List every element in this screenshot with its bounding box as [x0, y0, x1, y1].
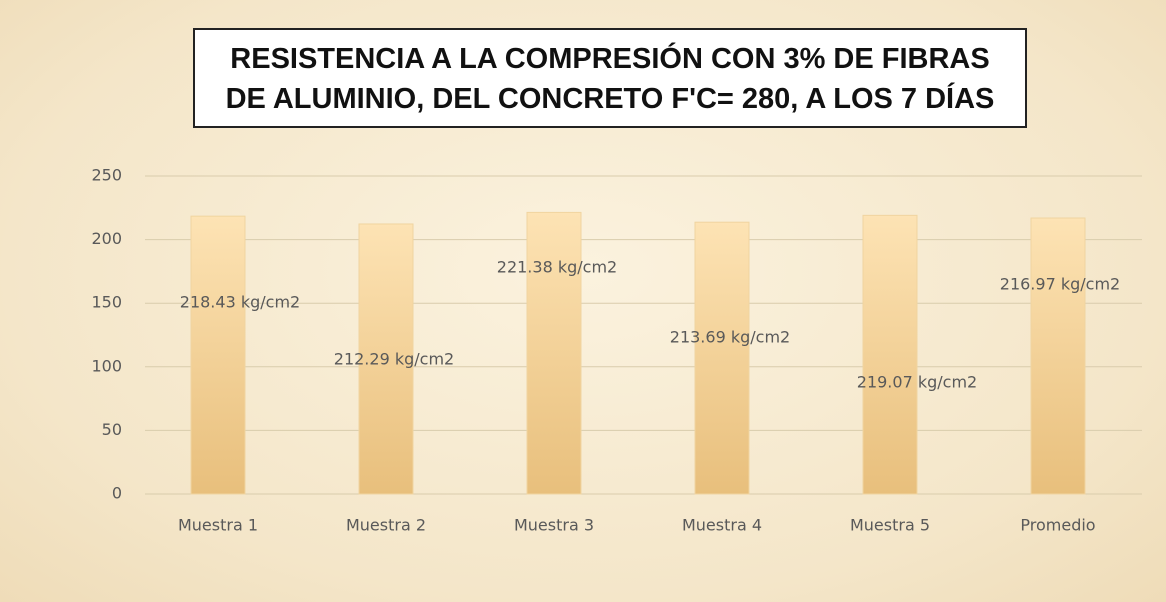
y-tick-label: 250 — [91, 166, 122, 185]
bar — [358, 223, 414, 495]
y-tick-label: 100 — [91, 356, 122, 375]
data-label: 218.43 kg/cm2 — [180, 293, 300, 312]
x-tick-label: Muestra 1 — [178, 516, 258, 535]
bar — [694, 221, 750, 495]
data-label: 221.38 kg/cm2 — [497, 258, 617, 277]
x-tick-label: Muestra 5 — [850, 516, 930, 535]
chart-title: RESISTENCIA A LA COMPRESIÓN CON 3% DE FI… — [193, 28, 1027, 128]
x-tick-label: Promedio — [1020, 516, 1095, 535]
y-tick-label: 0 — [112, 484, 122, 503]
y-tick-label: 150 — [91, 293, 122, 312]
data-label: 212.29 kg/cm2 — [334, 350, 454, 369]
bar — [1030, 217, 1086, 495]
data-label: 213.69 kg/cm2 — [670, 328, 790, 347]
data-label: 216.97 kg/cm2 — [1000, 275, 1120, 294]
x-tick-label: Muestra 2 — [346, 516, 426, 535]
bar — [526, 211, 582, 495]
x-tick-label: Muestra 4 — [682, 516, 762, 535]
data-label: 219.07 kg/cm2 — [857, 373, 977, 392]
y-tick-label: 200 — [91, 229, 122, 248]
bar — [190, 215, 246, 495]
bar — [862, 214, 918, 495]
y-tick-label: 50 — [102, 420, 122, 439]
x-tick-label: Muestra 3 — [514, 516, 594, 535]
